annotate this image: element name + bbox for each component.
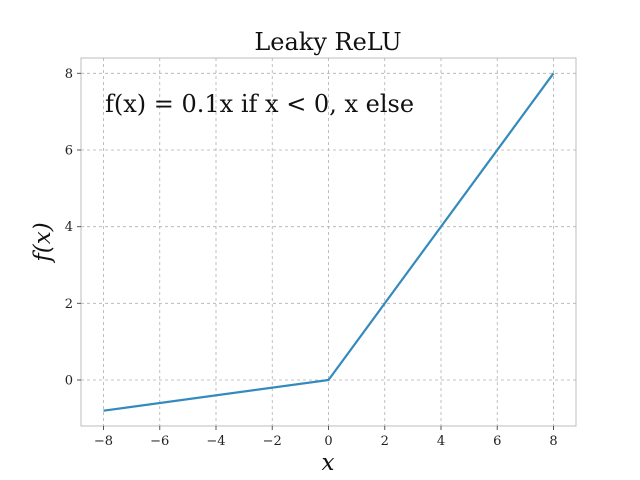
x-axis-label: x (322, 450, 335, 476)
x-tick-label: 6 (493, 434, 501, 449)
x-tick-label: 8 (549, 434, 557, 449)
x-tick-label: 2 (381, 434, 389, 449)
x-tick-label: −2 (263, 434, 282, 449)
y-tick-label: 8 (65, 67, 73, 82)
chart-title: Leaky ReLU (254, 28, 401, 56)
series-lines (103, 72, 555, 412)
x-tick-label: 4 (437, 434, 445, 449)
formula-annotation: f(x) = 0.1x if x < 0, x else (105, 90, 414, 118)
x-tick-label: −6 (150, 434, 169, 449)
x-tick-label: −8 (94, 434, 113, 449)
y-tick-label: 0 (65, 374, 73, 389)
series-line (103, 72, 555, 412)
x-tick-label: −4 (206, 434, 225, 449)
y-axis: 0 2 4 6 8 (65, 67, 81, 389)
y-tick-label: 2 (65, 297, 73, 312)
y-tick-label: 4 (65, 220, 73, 235)
grid (81, 58, 576, 426)
x-tick-label: 0 (324, 434, 332, 449)
y-tick-label: 6 (65, 144, 73, 159)
y-axis-label: f(x) (30, 222, 56, 263)
x-axis: −8 −6 −4 −2 0 2 4 6 8 (94, 426, 558, 449)
